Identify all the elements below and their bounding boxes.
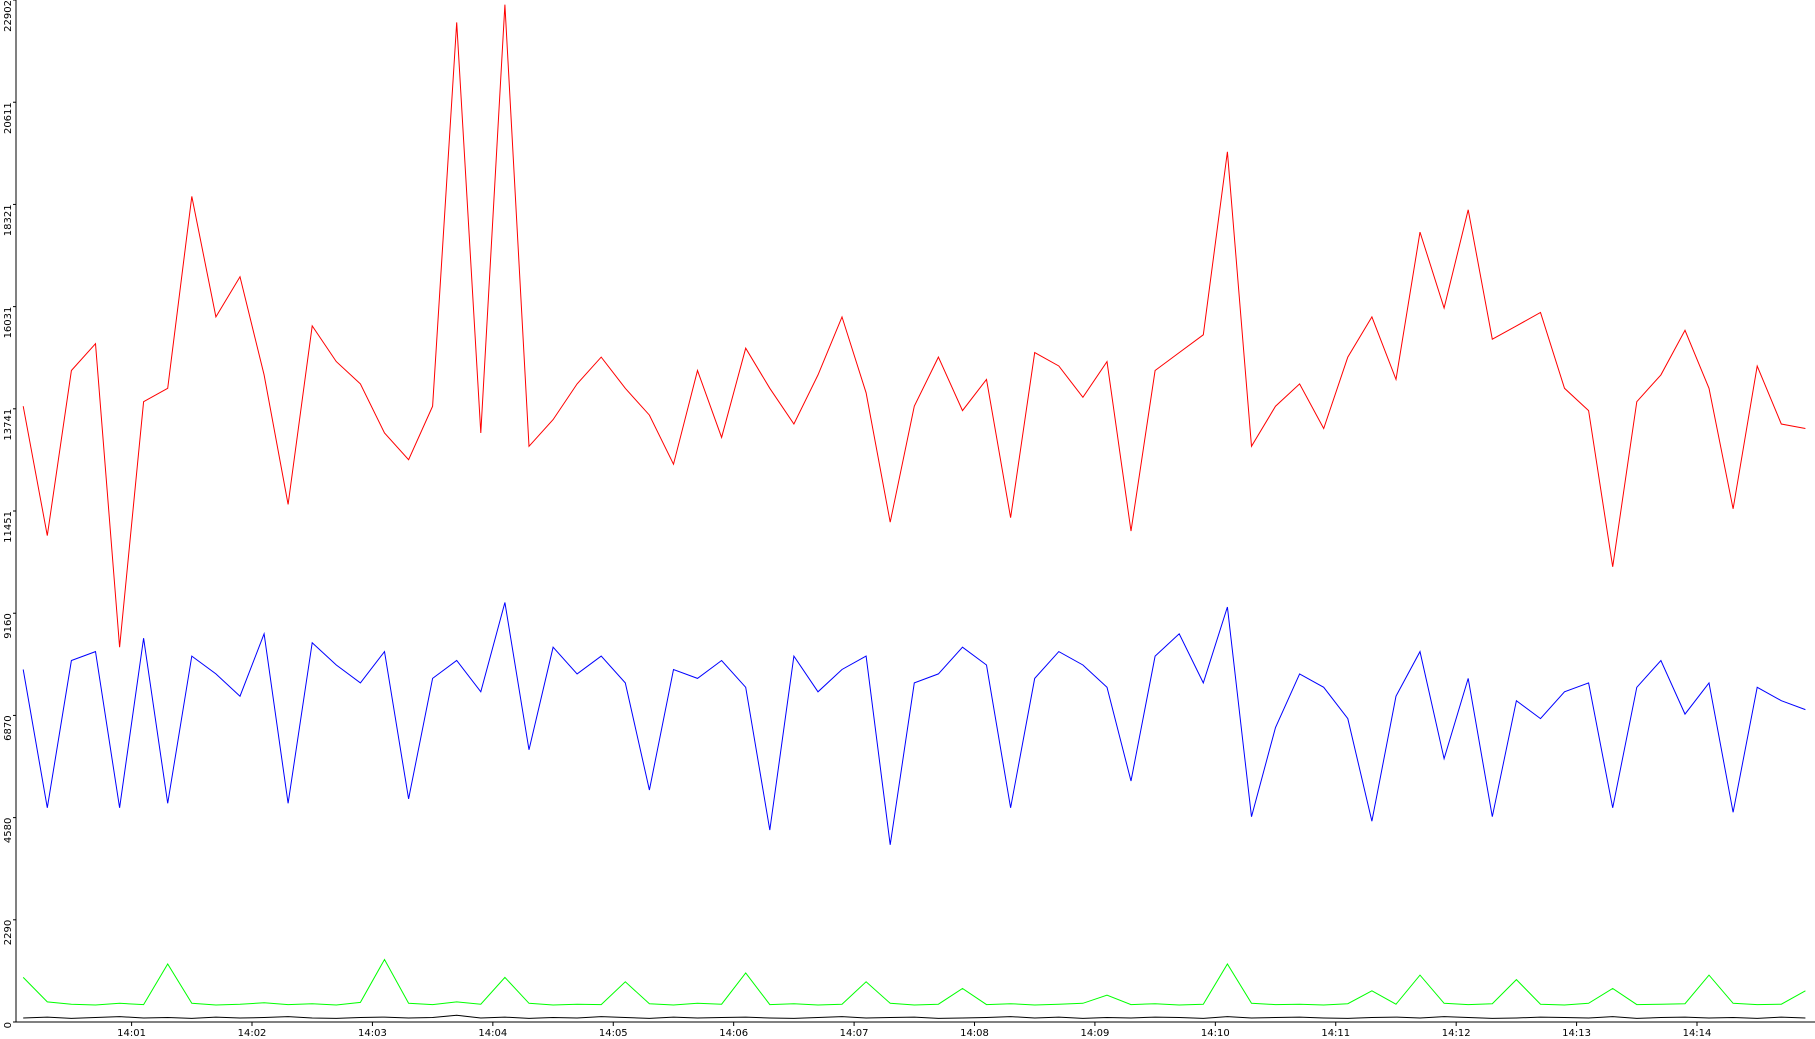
series-line [22, 602, 1806, 845]
x-tick-label: 14:05 [599, 1028, 628, 1039]
y-tick-label: 0 [3, 1022, 14, 1028]
x-tick-label: 14:14 [1683, 1028, 1712, 1039]
x-tick-label: 14:12 [1442, 1028, 1471, 1039]
x-tick-label: 14:08 [960, 1028, 989, 1039]
y-tick-label: 9160 [3, 613, 14, 638]
y-tick-label: 13741 [3, 409, 14, 441]
series-line [23, 1014, 1806, 1019]
x-tick-label: 14:01 [117, 1028, 146, 1039]
x-tick-label: 14:11 [1321, 1028, 1350, 1039]
y-tick-label: 18321 [3, 204, 14, 236]
y-tick-label: 6870 [3, 715, 14, 740]
x-tick-label: 14:06 [719, 1028, 748, 1039]
x-tick-label: 14:10 [1201, 1028, 1230, 1039]
y-tick-label: 2290 [3, 920, 14, 945]
x-tick-label: 14:09 [1081, 1028, 1110, 1039]
y-tick-label: 4580 [3, 818, 14, 843]
y-tick-label: 20611 [3, 102, 14, 134]
y-tick-label: 16031 [3, 307, 14, 339]
y-tick-label: 22902 [3, 0, 14, 32]
x-tick-label: 14:03 [358, 1028, 387, 1039]
x-tick-label: 14:13 [1562, 1028, 1591, 1039]
x-tick-label: 14:07 [840, 1028, 869, 1039]
series-line [22, 4, 1806, 648]
x-tick-label: 14:02 [238, 1028, 267, 1039]
x-tick-label: 14:04 [478, 1028, 507, 1039]
series-line [22, 958, 1806, 1006]
y-tick-label: 11451 [3, 511, 14, 543]
